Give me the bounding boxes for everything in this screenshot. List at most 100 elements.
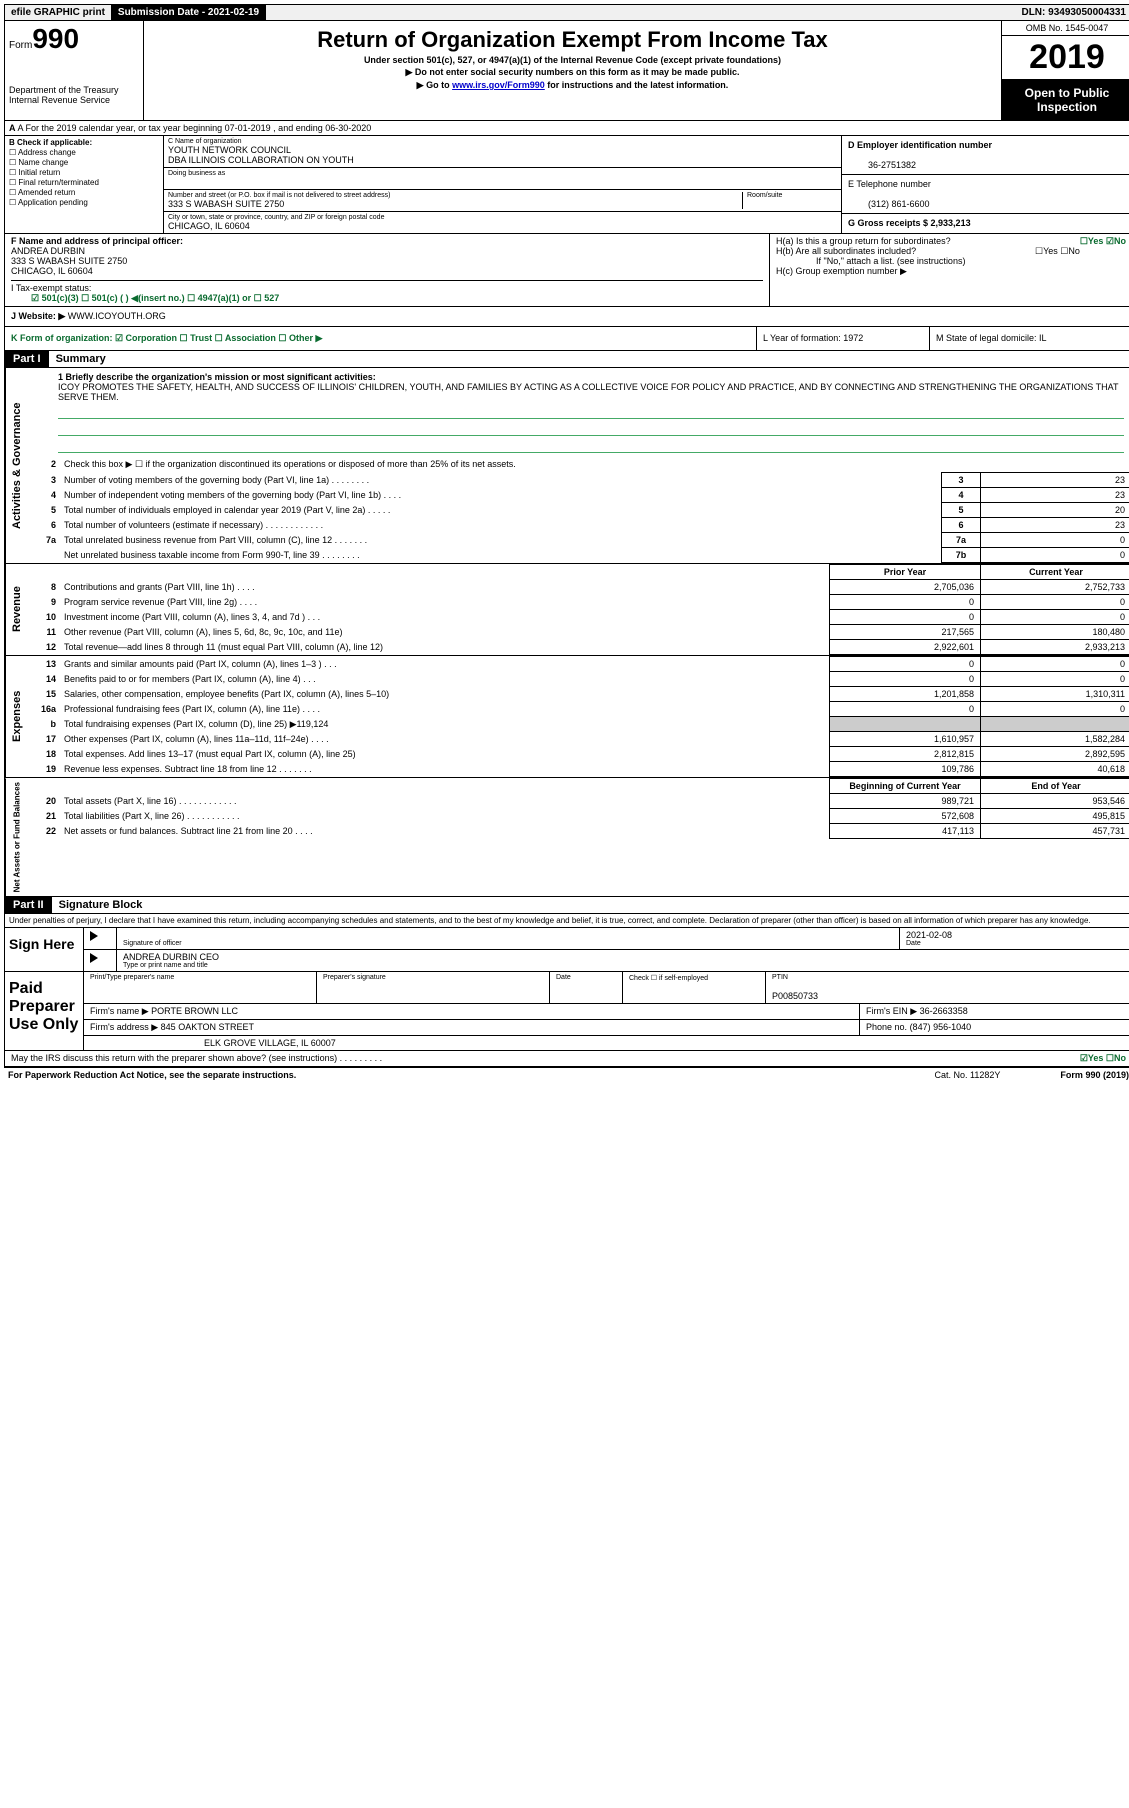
hb-answer: ☐Yes ☐No [1035,246,1080,257]
firm-phone: (847) 956-1040 [910,1022,972,1032]
submission-date: Submission Date - 2021-02-19 [112,5,266,20]
officer-name-title: ANDREA DURBIN CEO [123,952,219,962]
city-label: City or town, state or province, country… [168,214,837,221]
table-row: 7aTotal unrelated business revenue from … [28,533,1129,548]
footer-right: Form 990 (2019) [1060,1070,1129,1080]
tax-exempt-opts: ☑ 501(c)(3) ☐ 501(c) ( ) ◀(insert no.) ☐… [11,293,279,303]
chk-address-change[interactable]: ☐ Address change [9,148,159,157]
signature-block: Under penalties of perjury, I declare th… [4,914,1129,1067]
form-number: Form990 [9,23,139,55]
officer-name: ANDREA DURBIN [11,246,85,256]
revenue-table: Prior Year Current Year 8Contributions a… [28,564,1129,655]
end-year-hdr: End of Year [981,779,1129,794]
prior-year-hdr: Prior Year [830,565,981,580]
table-row: 20Total assets (Part X, line 16) . . . .… [28,794,1129,809]
table-row: 15Salaries, other compensation, employee… [28,687,1129,702]
ptin-value: P00850733 [772,991,818,1001]
ha-label: H(a) Is this a group return for subordin… [776,236,951,246]
state-domicile: M State of legal domicile: IL [929,327,1129,350]
sig-officer-label: Signature of officer [123,940,893,947]
net-assets-table: Beginning of Current Year End of Year 20… [28,778,1129,839]
year-formation: L Year of formation: 1972 [756,327,929,350]
mission-question: 1 Briefly describe the organization's mi… [58,372,376,382]
firm-name-label: Firm's name ▶ [90,1006,149,1016]
begin-year-hdr: Beginning of Current Year [830,779,981,794]
chk-app-pending[interactable]: ☐ Application pending [9,198,159,207]
ein-value: 36-2751382 [848,160,916,170]
website-value: WWW.ICOYOUTH.ORG [68,311,166,321]
addr-label: Number and street (or P.O. box if mail i… [168,192,742,199]
form-title: Return of Organization Exempt From Incom… [148,27,997,53]
page-footer: For Paperwork Reduction Act Notice, see … [4,1067,1129,1082]
tax-exempt-label: I Tax-exempt status: [11,283,91,293]
chk-initial-return[interactable]: ☐ Initial return [9,168,159,177]
footer-mid: Cat. No. 11282Y [935,1070,1001,1080]
table-row: 17Other expenses (Part IX, column (A), l… [28,732,1129,747]
table-row: 12Total revenue—add lines 8 through 11 (… [28,640,1129,655]
hb-note: If "No," attach a list. (see instruction… [776,256,1126,266]
firm-phone-label: Phone no. [866,1022,907,1032]
irs-link[interactable]: www.irs.gov/Form990 [452,80,545,90]
room-label: Room/suite [747,192,837,199]
table-row: 18Total expenses. Add lines 13–17 (must … [28,747,1129,762]
mission-text: ICOY PROMOTES THE SAFETY, HEALTH, AND SU… [58,382,1124,402]
org-dba: DBA ILLINOIS COLLABORATION ON YOUTH [168,155,354,165]
table-row: 14Benefits paid to or for members (Part … [28,672,1129,687]
section-expenses: Expenses 13Grants and similar amounts pa… [4,656,1129,778]
prep-sig-label: Preparer's signature [323,974,543,981]
table-row: 3Number of voting members of the governi… [28,473,1129,488]
ha-answer: ☐Yes ☑No [1080,236,1126,247]
section-net-assets: Net Assets or Fund Balances Beginning of… [4,778,1129,897]
table-row: 11Other revenue (Part VIII, column (A), … [28,625,1129,640]
firm-ein: 36-2663358 [920,1006,968,1016]
table-row: bTotal fundraising expenses (Part IX, co… [28,717,1129,732]
side-label-net: Net Assets or Fund Balances [5,778,28,896]
phone-value: (312) 861-6600 [848,199,930,209]
table-row: 19Revenue less expenses. Subtract line 1… [28,762,1129,777]
section-governance: Activities & Governance 1 Briefly descri… [4,368,1129,564]
org-name-label: C Name of organization [168,138,837,145]
org-city: CHICAGO, IL 60604 [168,221,250,231]
part-1-header: Part I Summary [4,351,1129,368]
phone-label: E Telephone number [848,179,931,189]
officer-label: F Name and address of principal officer: [11,236,183,246]
chk-amended-return[interactable]: ☐ Amended return [9,188,159,197]
firm-addr-label: Firm's address ▶ [90,1022,158,1032]
table-row: 22Net assets or fund balances. Subtract … [28,824,1129,839]
part-2-header: Part II Signature Block [4,897,1129,914]
department-label: Department of the Treasury Internal Reve… [9,85,139,105]
form-note-2: ▶ Go to www.irs.gov/Form990 for instruct… [148,80,997,91]
chk-final-return[interactable]: ☐ Final return/terminated [9,178,159,187]
table-row: 13Grants and similar amounts paid (Part … [28,657,1129,672]
net-col-headers: Beginning of Current Year End of Year [28,779,1129,794]
tax-year: 2019 [1002,36,1129,80]
top-bar: efile GRAPHIC print Submission Date - 20… [4,4,1129,21]
col-d-ein-phone: D Employer identification number 36-2751… [841,136,1129,233]
hb-label: H(b) Are all subordinates included? [776,246,916,256]
firm-city: ELK GROVE VILLAGE, IL 60007 [84,1036,1129,1050]
col-b-checkboxes: B Check if applicable: ☐ Address change … [5,136,164,233]
discuss-answer: ☑Yes ☐No [1080,1053,1126,1064]
table-row: 8Contributions and grants (Part VIII, li… [28,580,1129,595]
firm-name: PORTE BROWN LLC [151,1006,238,1016]
officer-address: 333 S WABASH SUITE 2750 CHICAGO, IL 6060… [11,256,127,276]
side-label-governance: Activities & Governance [5,368,28,563]
row-a-tax-year: A A For the 2019 calendar year, or tax y… [4,121,1129,136]
firm-address: 845 OAKTON STREET [161,1022,254,1032]
discuss-question: May the IRS discuss this return with the… [11,1053,382,1064]
website-label: J Website: ▶ [11,311,65,321]
chk-name-change[interactable]: ☐ Name change [9,158,159,167]
col-c-org-info: C Name of organization YOUTH NETWORK COU… [164,136,841,233]
dba-label: Doing business as [168,170,837,177]
sig-intro-text: Under penalties of perjury, I declare th… [5,914,1129,927]
col-headers-row: Prior Year Current Year [28,565,1129,580]
firm-ein-label: Firm's EIN ▶ [866,1006,917,1016]
section-bcd: B Check if applicable: ☐ Address change … [4,136,1129,234]
open-public-label: Open to Public Inspection [1002,80,1129,120]
org-name: YOUTH NETWORK COUNCIL [168,145,291,155]
row-fh: F Name and address of principal officer:… [4,234,1129,307]
table-row: 21Total liabilities (Part X, line 26) . … [28,809,1129,824]
org-address: 333 S WABASH SUITE 2750 [168,199,284,209]
self-employed-check: Check ☐ if self-employed [629,974,759,982]
current-year-hdr: Current Year [981,565,1129,580]
